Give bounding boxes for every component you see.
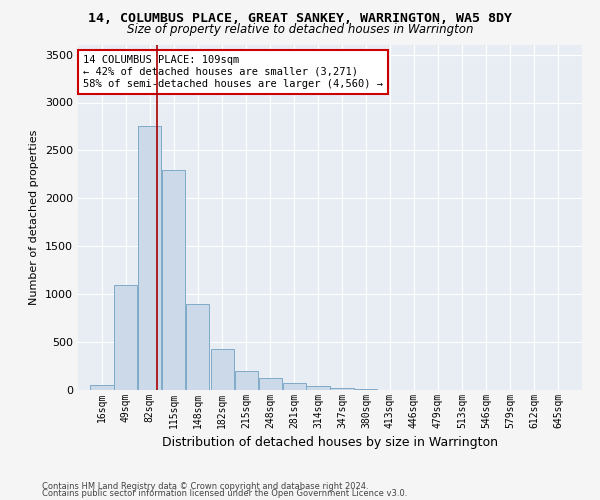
Y-axis label: Number of detached properties: Number of detached properties bbox=[29, 130, 40, 305]
Text: 14 COLUMBUS PLACE: 109sqm
← 42% of detached houses are smaller (3,271)
58% of se: 14 COLUMBUS PLACE: 109sqm ← 42% of detac… bbox=[83, 56, 383, 88]
Bar bbox=[138, 126, 161, 390]
Bar bbox=[283, 383, 306, 390]
Text: 14, COLUMBUS PLACE, GREAT SANKEY, WARRINGTON, WA5 8DY: 14, COLUMBUS PLACE, GREAT SANKEY, WARRIN… bbox=[88, 12, 512, 26]
Bar bbox=[186, 304, 209, 390]
Bar bbox=[162, 170, 185, 390]
Text: Size of property relative to detached houses in Warrington: Size of property relative to detached ho… bbox=[127, 22, 473, 36]
Text: Contains public sector information licensed under the Open Government Licence v3: Contains public sector information licen… bbox=[42, 489, 407, 498]
Bar bbox=[211, 349, 234, 390]
Bar bbox=[331, 388, 353, 390]
Bar bbox=[235, 371, 258, 390]
Bar bbox=[114, 284, 137, 390]
Bar bbox=[307, 386, 329, 390]
Bar bbox=[259, 378, 282, 390]
Text: Contains HM Land Registry data © Crown copyright and database right 2024.: Contains HM Land Registry data © Crown c… bbox=[42, 482, 368, 491]
X-axis label: Distribution of detached houses by size in Warrington: Distribution of detached houses by size … bbox=[162, 436, 498, 450]
Bar bbox=[354, 389, 377, 390]
Bar bbox=[91, 385, 113, 390]
